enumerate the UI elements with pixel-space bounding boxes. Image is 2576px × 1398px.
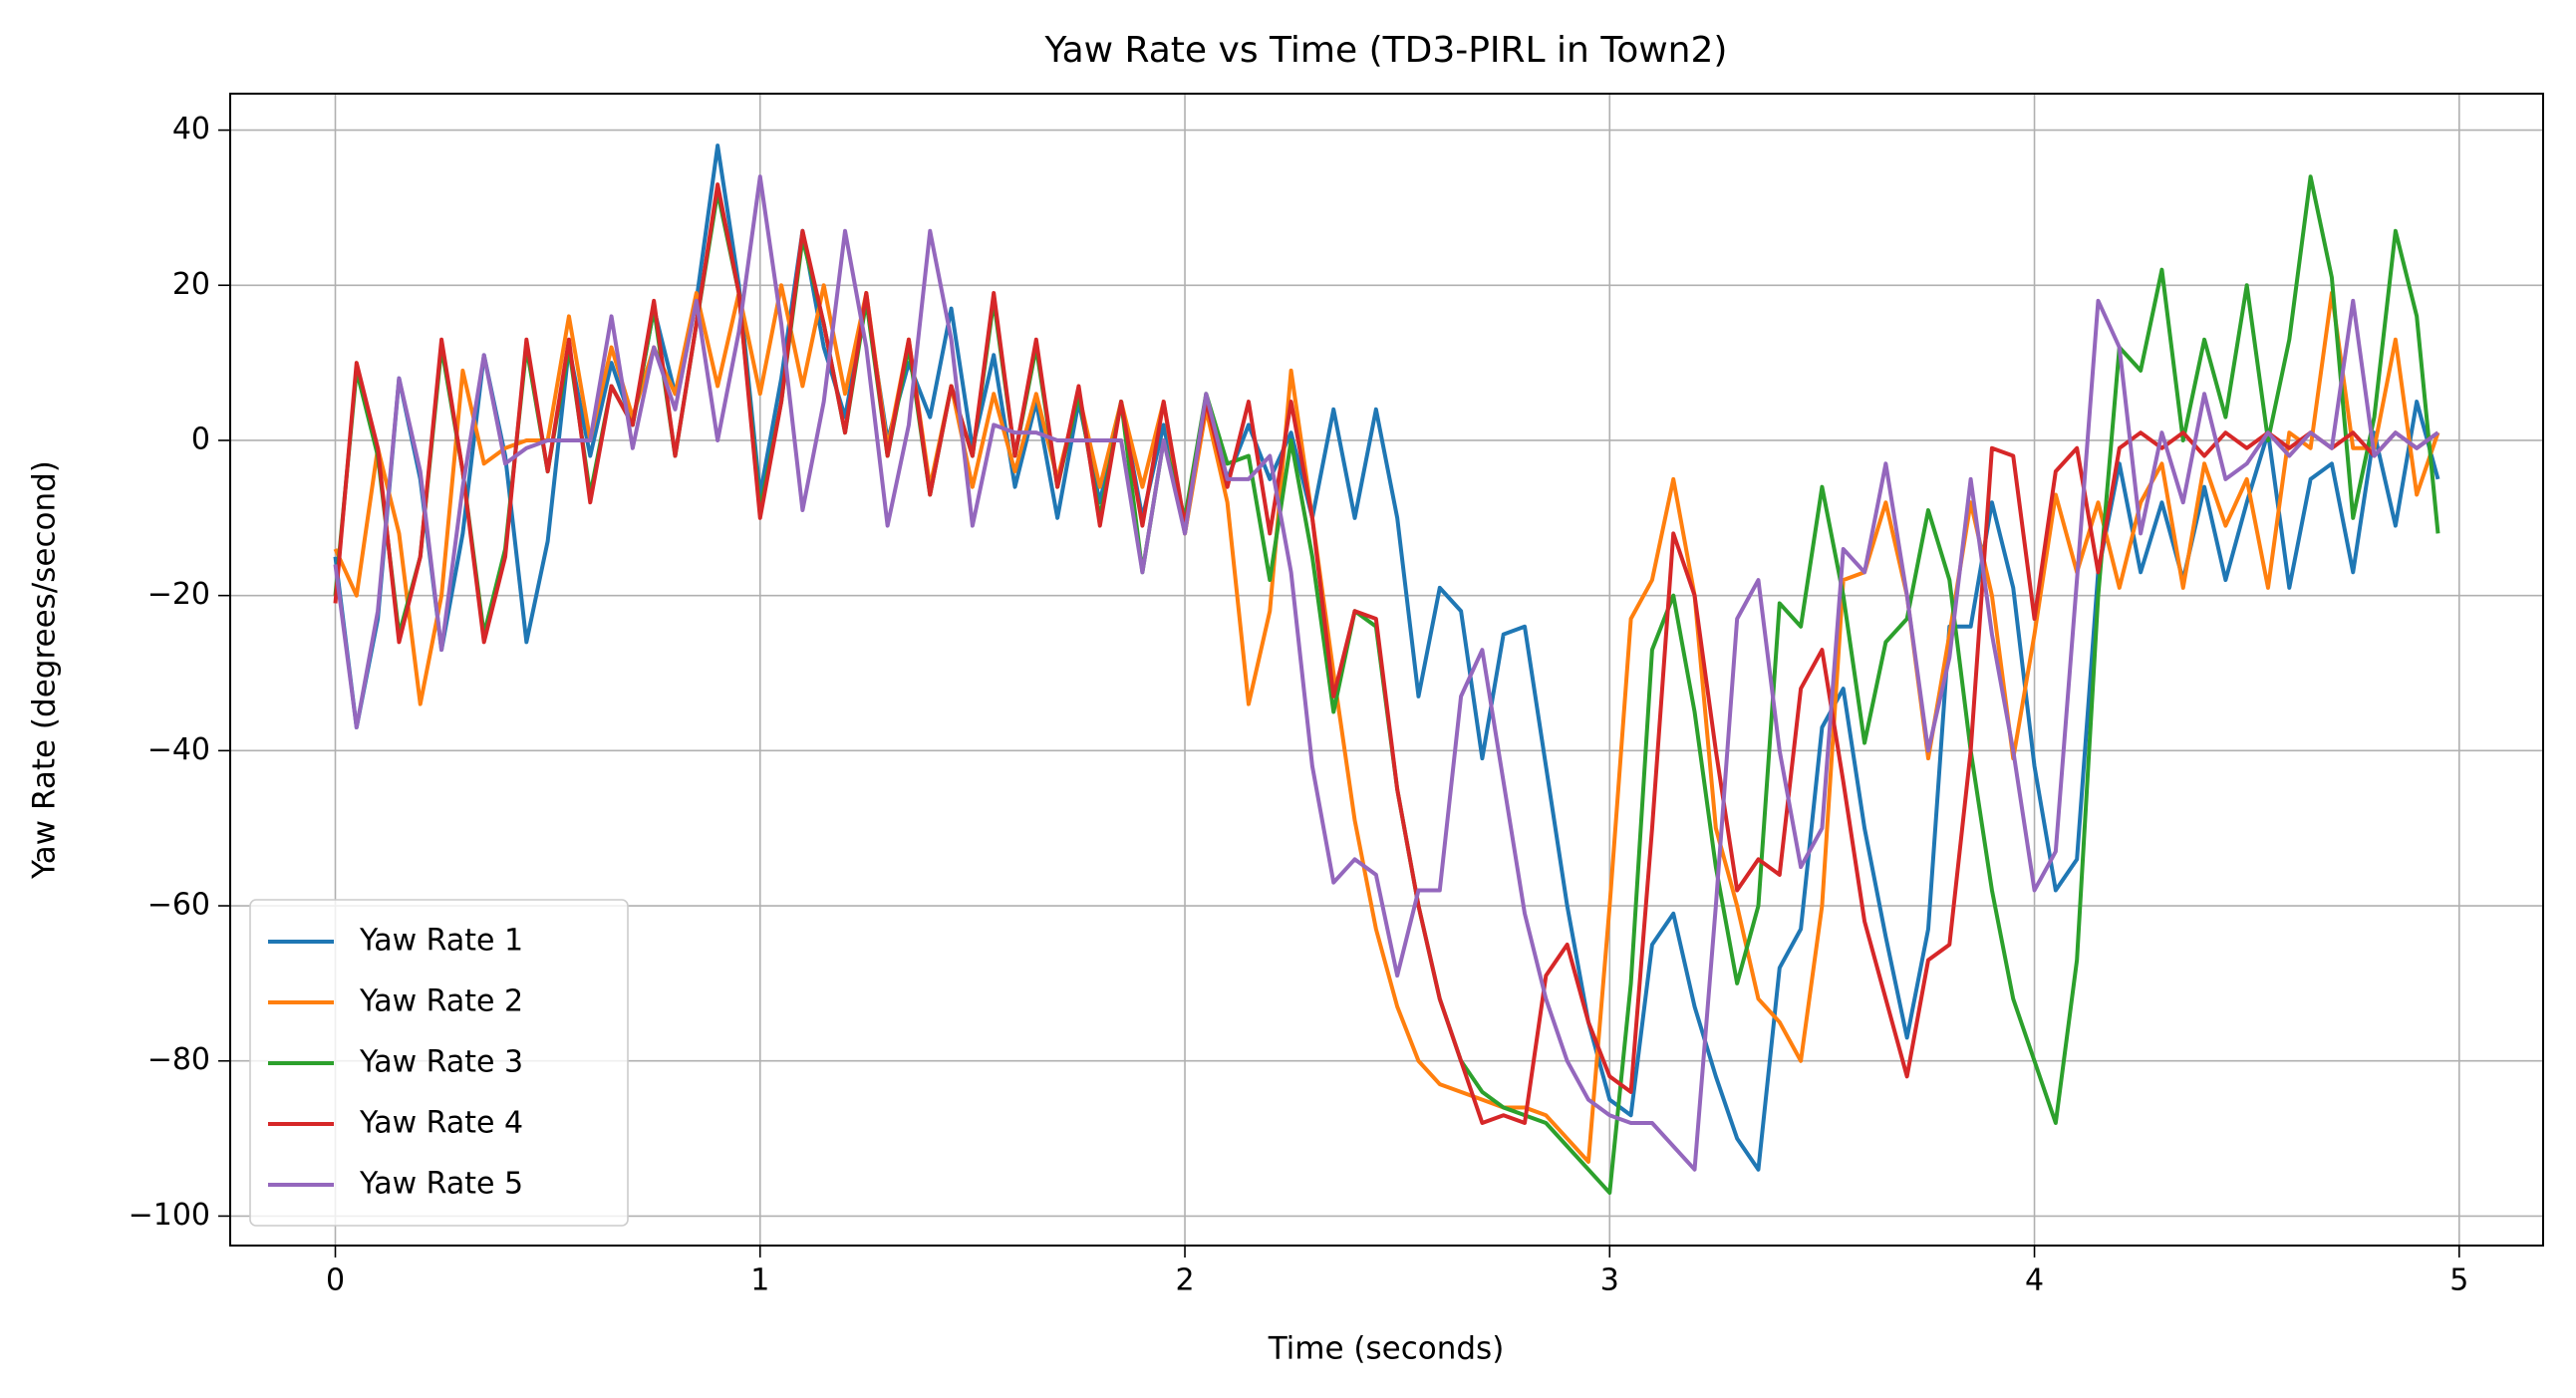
y-tick-label: 40 bbox=[172, 112, 210, 146]
x-tick-label: 3 bbox=[1600, 1263, 1619, 1298]
x-tick-label: 1 bbox=[750, 1263, 769, 1298]
plot-frame bbox=[229, 93, 2544, 1247]
legend-label: Yaw Rate 4 bbox=[359, 1106, 523, 1141]
legend-label: Yaw Rate 1 bbox=[359, 924, 523, 959]
legend-label: Yaw Rate 2 bbox=[359, 984, 523, 1019]
y-tick-label: −20 bbox=[147, 577, 210, 612]
x-axis-label: Time (seconds) bbox=[1268, 1331, 1505, 1367]
legend-label: Yaw Rate 5 bbox=[359, 1167, 523, 1202]
legend-box bbox=[249, 899, 629, 1227]
series-line bbox=[333, 174, 2439, 1172]
legend-label: Yaw Rate 3 bbox=[359, 1045, 523, 1080]
y-tick-label: −100 bbox=[129, 1198, 210, 1233]
chart-title: Yaw Rate vs Time (TD3-PIRL in Town2) bbox=[1044, 30, 1728, 71]
lines bbox=[333, 143, 2440, 1196]
y-tick-label: −80 bbox=[147, 1042, 210, 1077]
series-line bbox=[333, 182, 2439, 1125]
y-tick-label: 20 bbox=[172, 267, 210, 302]
series-line bbox=[333, 283, 2440, 1164]
x-tick-label: 4 bbox=[2025, 1263, 2044, 1298]
y-tick-label: −60 bbox=[147, 888, 210, 923]
y-tick-label: −40 bbox=[147, 732, 210, 767]
y-axis-label: Yaw Rate (degrees/second) bbox=[27, 460, 63, 880]
x-tick-label: 0 bbox=[326, 1263, 345, 1298]
y-tick-label: 0 bbox=[191, 421, 210, 456]
x-tick-label: 2 bbox=[1175, 1263, 1194, 1298]
x-tick-label: 5 bbox=[2449, 1263, 2468, 1298]
legend: Yaw Rate 1 Yaw Rate 2 Yaw Rate 3 Yaw Rate 4… bbox=[249, 899, 629, 1227]
